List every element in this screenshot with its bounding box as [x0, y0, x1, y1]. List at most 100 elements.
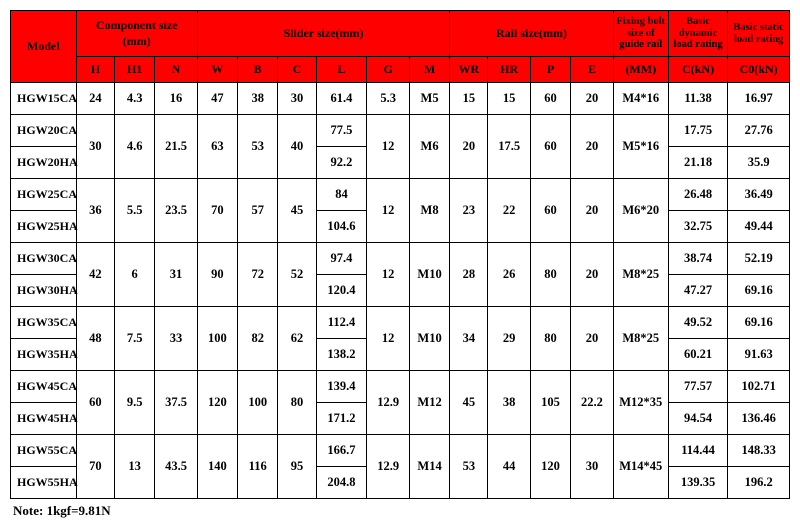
cell-HR: 38 — [488, 371, 530, 435]
cell-G: 12 — [367, 115, 409, 179]
cell-C0kN: 16.97 — [728, 83, 790, 115]
cell-W: 63 — [197, 115, 237, 179]
cell-H1: 7.5 — [114, 307, 154, 371]
hdr-dynamic: Basic dynamic load rating — [668, 11, 727, 57]
cell-H1: 6 — [114, 243, 154, 307]
cell-L: 171.2 — [316, 403, 367, 435]
cell-model: HGW15CA — [11, 83, 77, 115]
cell-MM: M8*25 — [613, 307, 668, 371]
cell-L: 204.8 — [316, 467, 367, 499]
cell-L: 139.4 — [316, 371, 367, 403]
cell-G: 12.9 — [367, 435, 409, 499]
hdr-L: L — [316, 57, 367, 83]
cell-M: M5 — [409, 83, 449, 115]
cell-HR: 26 — [488, 243, 530, 307]
cell-G: 12 — [367, 243, 409, 307]
table-row: HGW20CA304.621.563534077.512M62017.56020… — [11, 115, 790, 147]
cell-CkN: 94.54 — [668, 403, 727, 435]
cell-C0kN: 52.19 — [728, 243, 790, 275]
cell-C0kN: 91.63 — [728, 339, 790, 371]
cell-W: 140 — [197, 435, 237, 499]
cell-B: 38 — [238, 83, 278, 115]
cell-C: 30 — [278, 83, 316, 115]
cell-model: HGW30HA — [11, 275, 77, 307]
cell-W: 70 — [197, 179, 237, 243]
cell-WR: 15 — [450, 83, 488, 115]
cell-G: 12 — [367, 307, 409, 371]
cell-W: 90 — [197, 243, 237, 307]
cell-B: 116 — [238, 435, 278, 499]
cell-HR: 44 — [488, 435, 530, 499]
cell-N: 33 — [155, 307, 197, 371]
cell-N: 31 — [155, 243, 197, 307]
cell-model: HGW55HA — [11, 467, 77, 499]
cell-L: 97.4 — [316, 243, 367, 275]
cell-C0kN: 136.46 — [728, 403, 790, 435]
cell-model: HGW45CA — [11, 371, 77, 403]
cell-H: 70 — [76, 435, 114, 499]
footnote: Note: 1kgf=9.81N — [10, 503, 790, 519]
table-row: HGW55CA701343.514011695166.712.9M1453441… — [11, 435, 790, 467]
cell-P: 60 — [530, 115, 570, 179]
cell-C0kN: 69.16 — [728, 307, 790, 339]
cell-G: 5.3 — [367, 83, 409, 115]
cell-C0kN: 35.9 — [728, 147, 790, 179]
hdr-C: C — [278, 57, 316, 83]
cell-N: 16 — [155, 83, 197, 115]
cell-W: 120 — [197, 371, 237, 435]
cell-G: 12.9 — [367, 371, 409, 435]
cell-P: 80 — [530, 307, 570, 371]
cell-L: 61.4 — [316, 83, 367, 115]
cell-MM: M4*16 — [613, 83, 668, 115]
cell-CkN: 60.21 — [668, 339, 727, 371]
cell-N: 43.5 — [155, 435, 197, 499]
cell-model: HGW35HA — [11, 339, 77, 371]
cell-HR: 22 — [488, 179, 530, 243]
cell-CkN: 32.75 — [668, 211, 727, 243]
hdr-WR: WR — [450, 57, 488, 83]
hdr-M: M — [409, 57, 449, 83]
cell-MM: M8*25 — [613, 243, 668, 307]
cell-H1: 4.3 — [114, 83, 154, 115]
hdr-rail: Rail size(mm) — [450, 11, 613, 57]
cell-L: 104.6 — [316, 211, 367, 243]
cell-B: 53 — [238, 115, 278, 179]
cell-C: 95 — [278, 435, 316, 499]
cell-CkN: 47.27 — [668, 275, 727, 307]
cell-model: HGW35CA — [11, 307, 77, 339]
cell-CkN: 114.44 — [668, 435, 727, 467]
cell-H1: 4.6 — [114, 115, 154, 179]
cell-B: 72 — [238, 243, 278, 307]
cell-B: 57 — [238, 179, 278, 243]
cell-H: 24 — [76, 83, 114, 115]
cell-P: 60 — [530, 179, 570, 243]
table-header: Model Component size (mm) Slider size(mm… — [11, 11, 790, 83]
cell-HR: 29 — [488, 307, 530, 371]
hdr-CkN: C(kN) — [668, 57, 727, 83]
cell-MM: M14*45 — [613, 435, 668, 499]
cell-C0kN: 36.49 — [728, 179, 790, 211]
hdr-slider: Slider size(mm) — [197, 11, 450, 57]
cell-W: 100 — [197, 307, 237, 371]
hdr-N: N — [155, 57, 197, 83]
spec-table: Model Component size (mm) Slider size(mm… — [10, 10, 790, 499]
cell-N: 23.5 — [155, 179, 197, 243]
cell-model: HGW55CA — [11, 435, 77, 467]
cell-CkN: 77.57 — [668, 371, 727, 403]
cell-H1: 5.5 — [114, 179, 154, 243]
cell-P: 80 — [530, 243, 570, 307]
cell-WR: 20 — [450, 115, 488, 179]
cell-M: M10 — [409, 243, 449, 307]
cell-MM: M12*35 — [613, 371, 668, 435]
cell-W: 47 — [197, 83, 237, 115]
hdr-H: H — [76, 57, 114, 83]
cell-H: 48 — [76, 307, 114, 371]
cell-C: 52 — [278, 243, 316, 307]
cell-C0kN: 69.16 — [728, 275, 790, 307]
cell-L: 84 — [316, 179, 367, 211]
cell-C0kN: 102.71 — [728, 371, 790, 403]
cell-L: 120.4 — [316, 275, 367, 307]
hdr-H1: H1 — [114, 57, 154, 83]
hdr-model: Model — [11, 11, 77, 83]
cell-M: M12 — [409, 371, 449, 435]
